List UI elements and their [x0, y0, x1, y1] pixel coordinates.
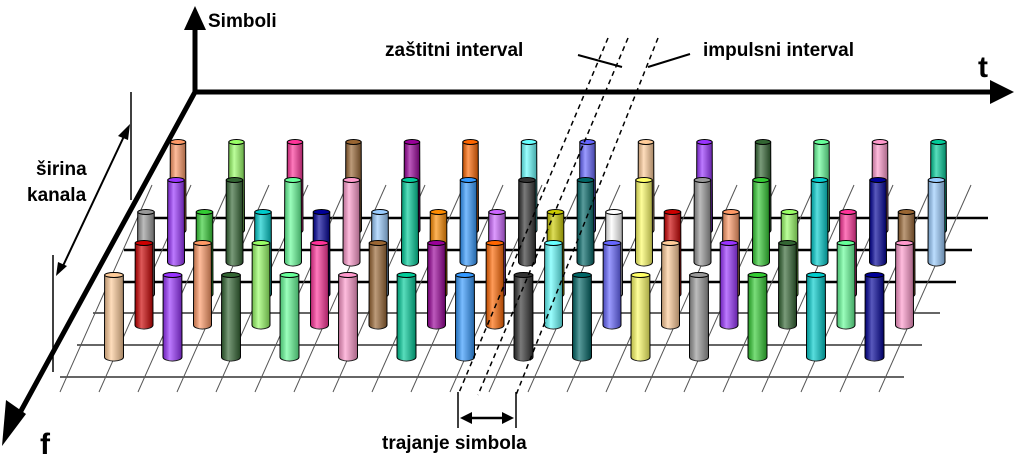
grid-slot-line [722, 184, 816, 393]
symbol-pillar [751, 177, 771, 267]
frequency-axis-label: f [40, 428, 51, 456]
symbol-pillar [225, 177, 244, 267]
symbol-pillars [103, 139, 948, 362]
symbol-pillar [134, 240, 154, 330]
symbol-pillar [342, 177, 361, 267]
symbol-pillar [368, 240, 388, 330]
symbol-pillar [630, 272, 651, 362]
channel-width-label-line2: kanala [27, 185, 87, 206]
symbol-pillar [513, 272, 534, 362]
symbol-pillar [576, 177, 595, 267]
symbols-axis [184, 6, 206, 92]
symbol-pillar [864, 272, 885, 362]
interval-dashed-line [457, 37, 609, 396]
symbol-duration-label: trajanje simbola [382, 433, 527, 454]
symbol-pillar [400, 177, 420, 267]
symbol-pillar [868, 177, 888, 267]
pulse-interval-label: impulsni interval [703, 40, 854, 61]
symbol-pillar [719, 240, 739, 330]
guard-interval-leader [577, 54, 623, 68]
grid-slot-line [254, 184, 348, 393]
symbol-pillar [283, 177, 303, 267]
channel-width-marker [52, 92, 132, 372]
symbol-pillar [162, 272, 183, 362]
grid-slot-line [878, 184, 972, 393]
symbol-pillar [894, 240, 915, 330]
grid-slot-line [839, 184, 933, 393]
grid-slot-line [371, 184, 465, 393]
symbol-pillar [571, 272, 593, 362]
symbols-axis-label: Simboli [208, 11, 277, 32]
interval-dashed-line [515, 37, 659, 396]
symbol-pillar [309, 240, 330, 330]
symbol-pillar [836, 240, 856, 330]
guard-interval-label: zaštitni interval [385, 40, 523, 61]
interval-dashed-lines [457, 37, 659, 396]
symbol-pillar [660, 240, 681, 330]
symbol-pillar [251, 240, 271, 330]
symbol-pillar [688, 272, 710, 362]
symbol-pillar [810, 177, 829, 267]
symbol-pillar [337, 272, 359, 362]
symbol-pillar [454, 272, 476, 362]
channel-width-label-line1: širina [36, 159, 87, 180]
interval-dashed-line [477, 37, 629, 396]
symbol-pillar [426, 240, 447, 330]
symbol-pillar [103, 272, 125, 362]
symbol-pillar [747, 272, 768, 362]
grid-slot-line [605, 184, 699, 393]
grid-slot-line [488, 184, 582, 393]
symbol-pillar [777, 240, 798, 330]
symbol-pillar [634, 177, 654, 267]
symbol-pillar [279, 272, 300, 362]
symbol-pillar [602, 240, 622, 330]
pulse-interval-leader [647, 53, 691, 68]
symbol-pillar [927, 177, 946, 267]
symbol-pillar [693, 177, 712, 267]
time-axis [195, 80, 1014, 104]
symbol-pillar [485, 240, 505, 330]
symbol-pillar [517, 177, 537, 267]
symbol-pillar [543, 240, 564, 330]
time-axis-label: t [978, 51, 988, 84]
symbol-pillar [166, 177, 186, 267]
symbol-pillar [459, 177, 478, 267]
symbol-pillar [220, 272, 242, 362]
symbol-pillar [396, 272, 417, 362]
symbol-pillar [192, 240, 213, 330]
frequency-axis [2, 90, 198, 446]
symbol-pillar [805, 272, 827, 362]
grid-slot-line [137, 184, 231, 393]
symbol-duration-marker [457, 392, 517, 428]
